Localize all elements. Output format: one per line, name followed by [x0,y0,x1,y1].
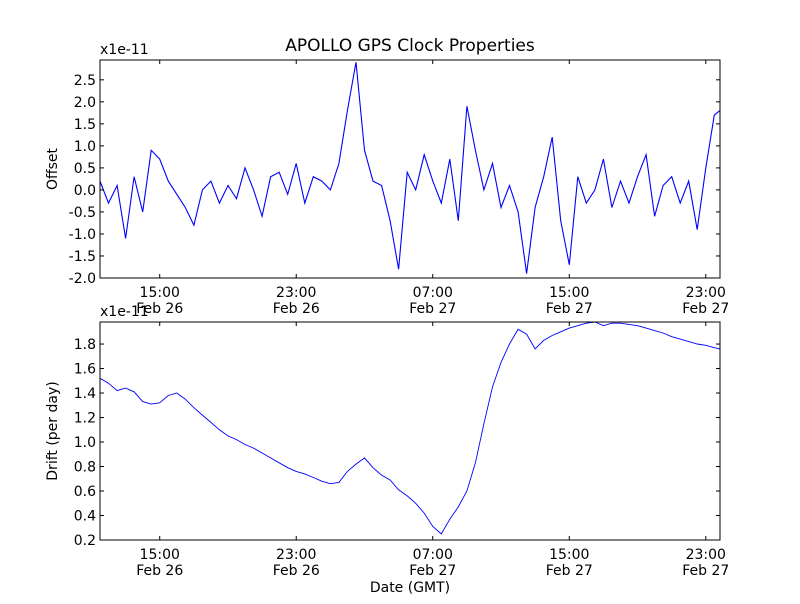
plot-frame [99,321,721,541]
y-tick-label: 1.0 [74,435,96,451]
y-tick-label: 2.0 [74,95,96,111]
series-line [100,62,720,274]
chart-title: APOLLO GPS Clock Properties [285,36,535,56]
y-tick-label: -2.0 [69,271,96,287]
y-tick-label: 0.4 [74,509,96,525]
y-tick-label: 1.5 [74,117,96,133]
x-tick-label: 07:00 [413,285,453,301]
x-tick-label: 15:00 [549,547,589,563]
x-tick-date-label: Feb 26 [136,301,183,317]
y-scale-note: x1e-11 [100,42,149,58]
x-tick-label: 23:00 [276,285,316,301]
x-tick-date-label: Feb 27 [682,301,729,317]
y-tick-label: 2.5 [74,73,96,89]
y-tick-label: 0.2 [74,533,96,549]
y-tick-label: 0.6 [74,484,96,500]
x-tick-label: 15:00 [140,547,180,563]
y-tick-label: 0.0 [74,183,96,199]
y-tick-label: 1.0 [74,139,96,155]
y-tick-label: 1.2 [74,411,96,427]
x-tick-date-label: Feb 26 [273,563,320,579]
y-tick-label: 1.6 [74,362,96,378]
x-tick-date-label: Feb 26 [273,301,320,317]
y-tick-label: 0.5 [74,161,96,177]
offset-panel: -2.0-1.5-1.0-0.50.00.51.01.52.02.515:00F… [45,42,729,317]
x-tick-date-label: Feb 26 [136,563,183,579]
x-tick-label: 15:00 [549,285,589,301]
x-tick-date-label: Feb 27 [682,563,729,579]
y-scale-note: x1e-11 [100,304,149,320]
x-tick-label: 15:00 [140,285,180,301]
x-tick-date-label: Feb 27 [546,563,593,579]
y-tick-label: 1.4 [74,386,96,402]
x-tick-label: 23:00 [686,285,726,301]
plot-frame [99,59,721,279]
series-line [100,322,720,535]
y-axis-label: Drift (per day) [45,381,61,480]
x-tick-label: 23:00 [686,547,726,563]
x-tick-label: 07:00 [413,547,453,563]
y-tick-label: 1.8 [74,337,96,353]
x-tick-date-label: Feb 27 [546,301,593,317]
y-tick-label: -0.5 [69,205,96,221]
x-tick-label: 23:00 [276,547,316,563]
x-axis-label: Date (GMT) [370,580,450,596]
x-tick-date-label: Feb 27 [409,301,456,317]
y-tick-label: 0.8 [74,460,96,476]
y-tick-label: -1.0 [69,227,96,243]
x-tick-date-label: Feb 27 [409,563,456,579]
y-tick-label: -1.5 [69,249,96,265]
y-axis-label: Offset [45,147,61,190]
